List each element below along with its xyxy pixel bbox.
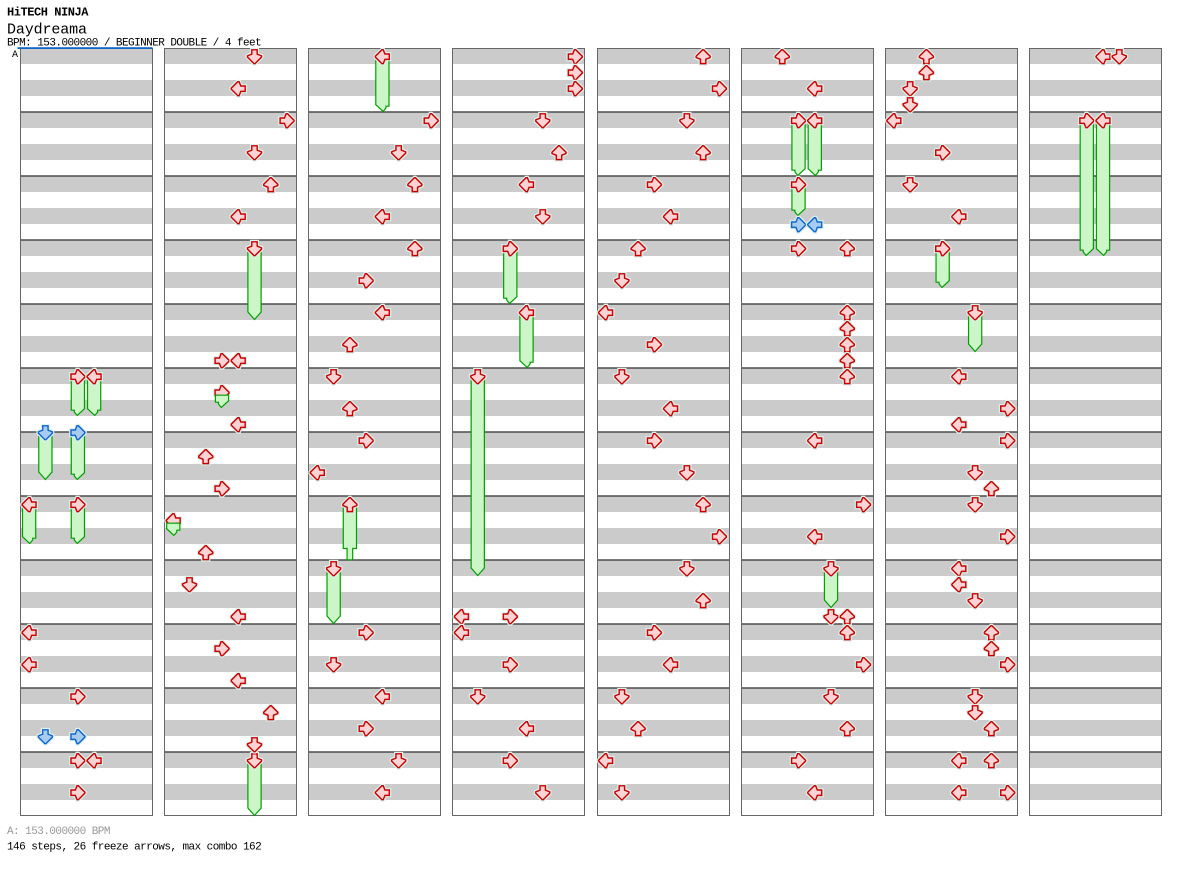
svg-text:HiTECH NINJA: HiTECH NINJA <box>7 6 89 20</box>
svg-text:Daydreama: Daydreama <box>7 22 87 39</box>
svg-text:146 steps, 26 freeze arrows, m: 146 steps, 26 freeze arrows, max combo 1… <box>7 842 261 854</box>
svg-text:A: 153.000000 BPM: A: 153.000000 BPM <box>7 826 110 838</box>
svg-text:A: A <box>12 50 18 61</box>
svg-text:BPM: 153.000000 / BEGINNER DOU: BPM: 153.000000 / BEGINNER DOUBLE / 4 fe… <box>7 38 261 50</box>
